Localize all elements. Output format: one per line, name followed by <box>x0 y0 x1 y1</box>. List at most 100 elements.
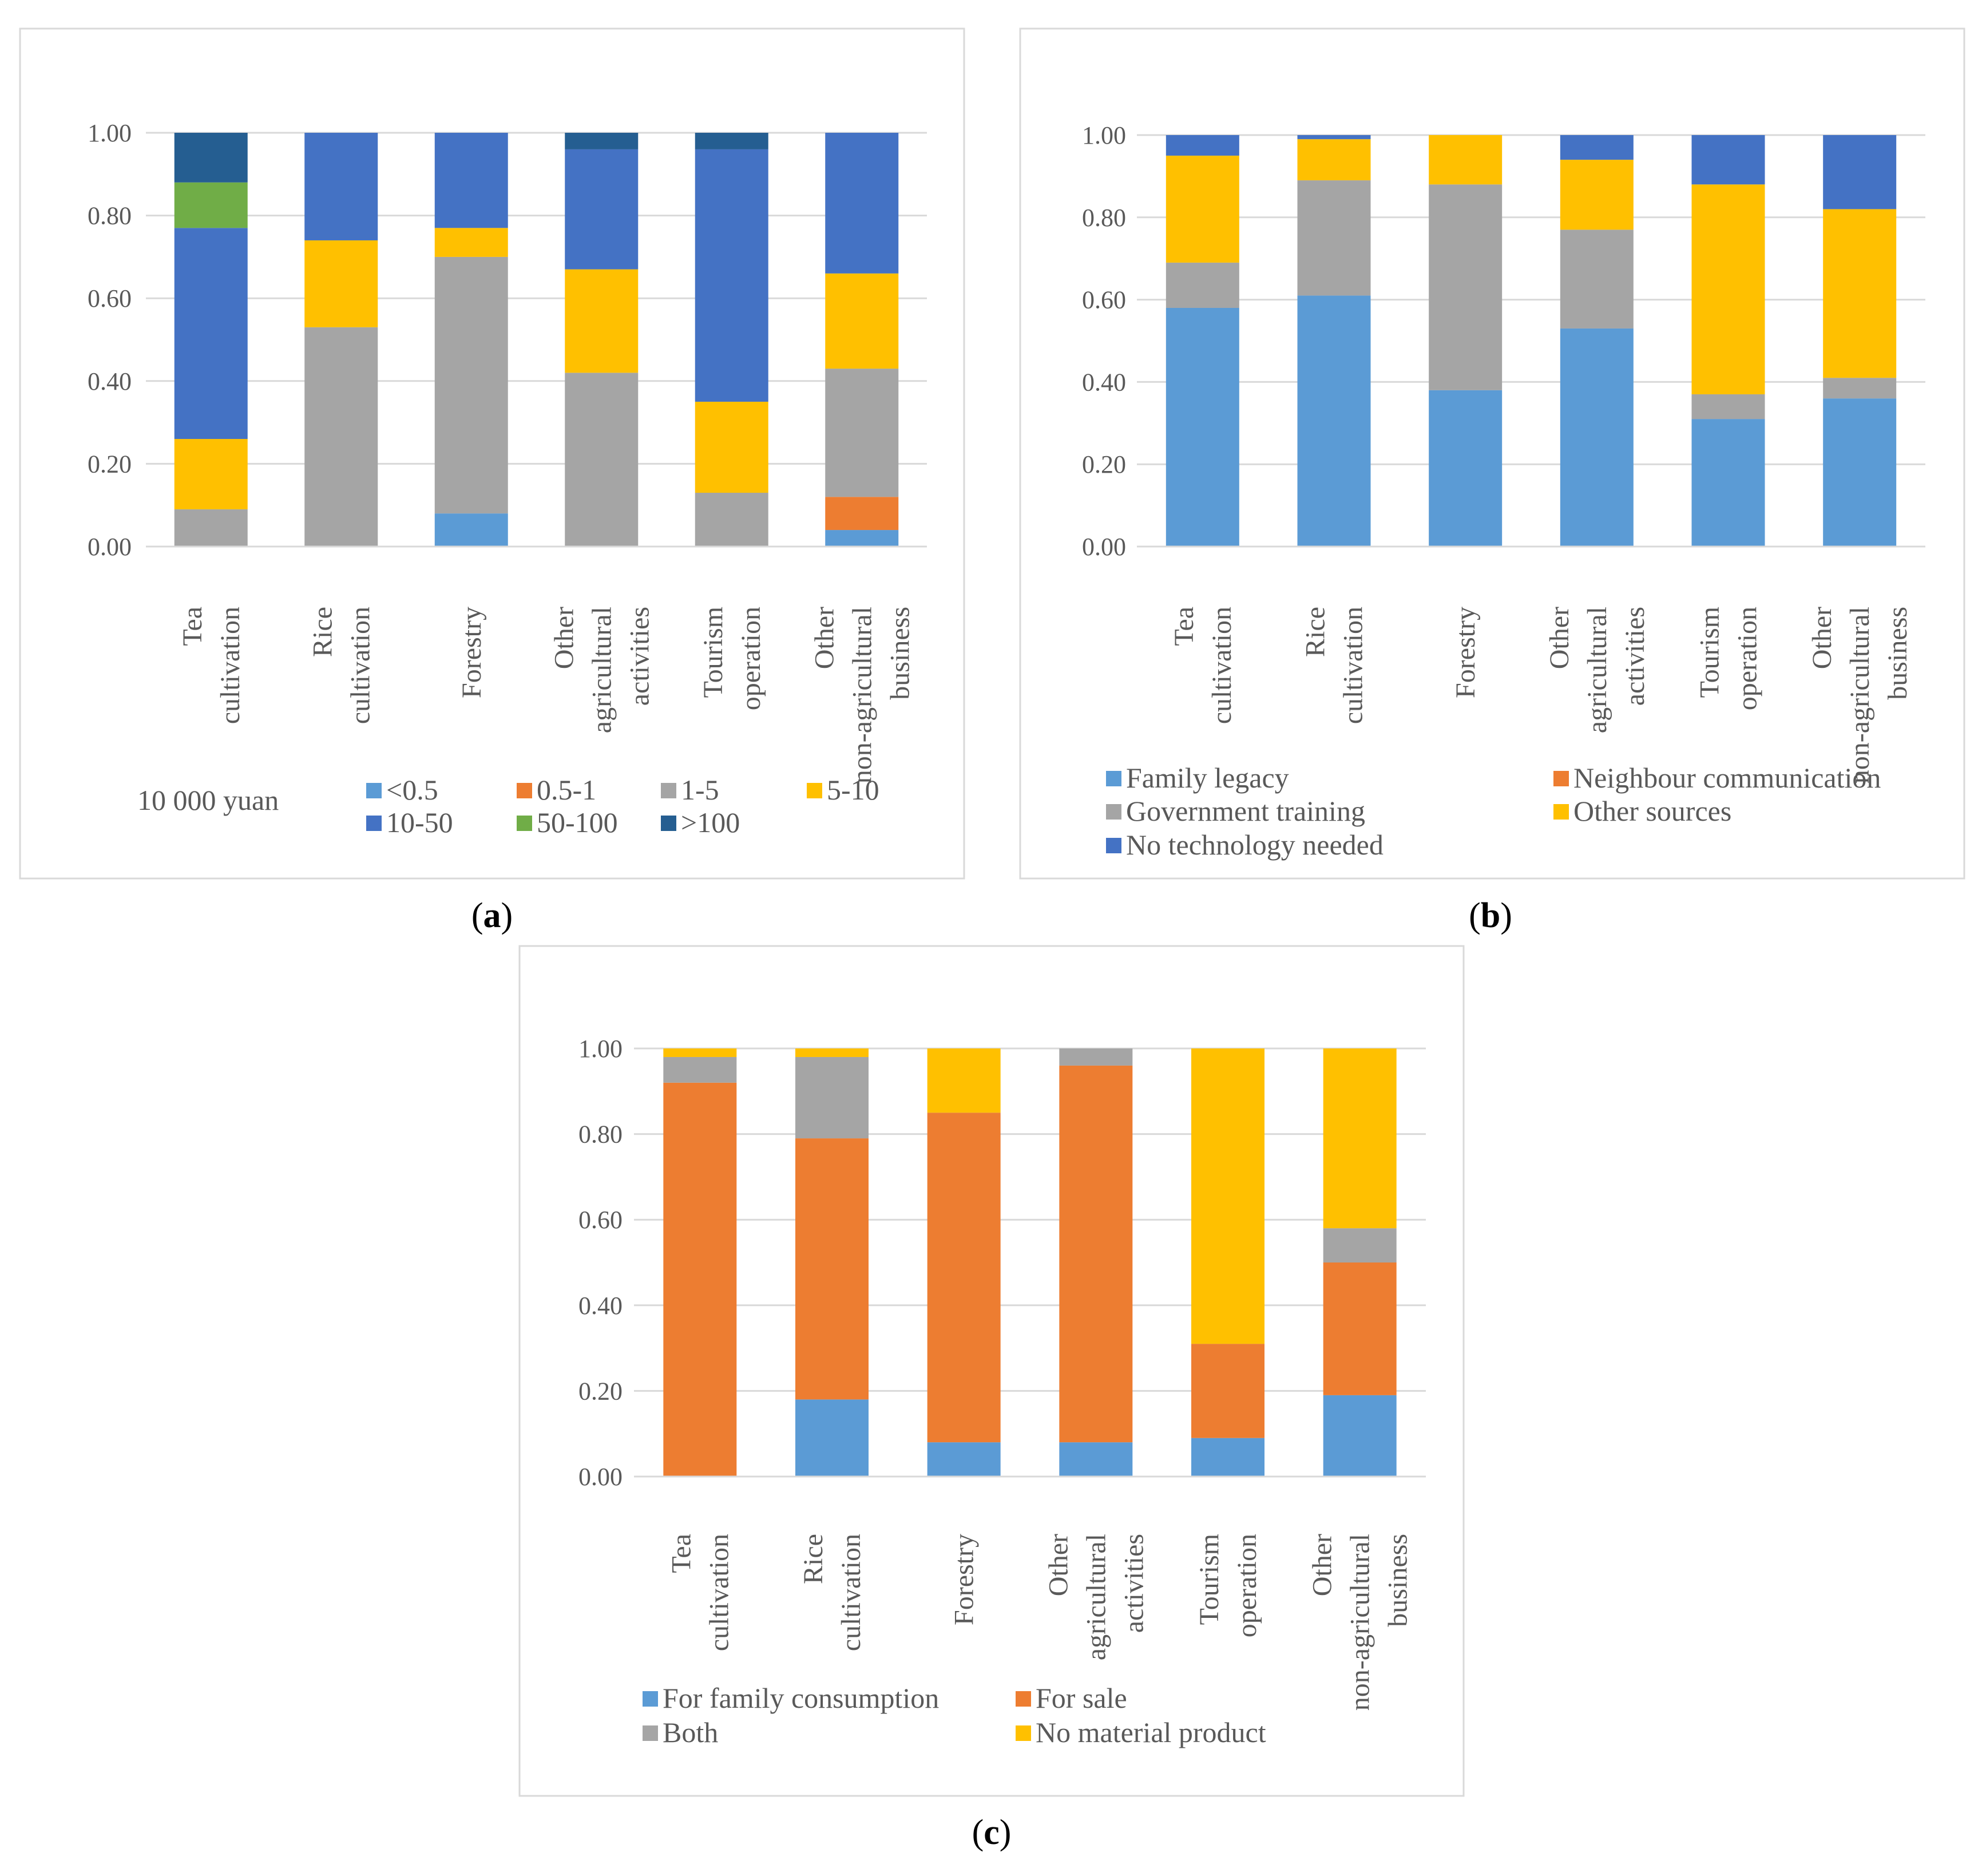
x-category-label-line: agricultural <box>1582 607 1612 733</box>
legend-label: >100 <box>681 806 740 838</box>
y-tick-label: 0.60 <box>578 1206 623 1234</box>
bar-segment-forestry <box>434 256 508 514</box>
y-tick-label: 0.80 <box>578 1121 623 1149</box>
x-category-label-line: Rice <box>307 607 338 657</box>
bar-segment-other-non-agricultural <box>1823 135 1897 209</box>
bar-segment-tea-cultivation <box>663 1082 737 1477</box>
x-category-label-line: business <box>1383 1534 1413 1627</box>
bar-segment-other-agricultural <box>1560 229 1634 329</box>
bar-segment-other-non-agricultural <box>1823 378 1897 399</box>
bar-segment-other-non-agricultural <box>1823 398 1897 547</box>
bar-segment-tourism-operation <box>1191 1048 1264 1344</box>
x-category-label-line: Forestry <box>949 1534 980 1625</box>
bar-segment-rice-cultivation <box>1297 139 1371 181</box>
legend-title: 10 000 yuan <box>137 784 279 816</box>
legend-label: Government training <box>1126 795 1365 827</box>
legend-label: <0.5 <box>386 774 438 806</box>
x-category-label-line: cultivation <box>215 607 245 724</box>
legend-label: Other sources <box>1573 795 1731 827</box>
bar-segment-forestry <box>927 1113 1001 1443</box>
x-category-label-rice-cultivation: Rice cultivation <box>798 1534 866 1651</box>
x-category-label-rice-cultivation: Rice cultivation <box>1301 607 1369 724</box>
legend-label: No material product <box>1036 1716 1266 1748</box>
bar-segment-other-non-agricultural <box>1323 1048 1397 1229</box>
x-category-label-other-agricultural: Other agricultural activities <box>1544 607 1650 733</box>
legend-label: 5-10 <box>827 774 879 806</box>
bar-segment-tourism-operation <box>1691 184 1765 394</box>
bar-segment-other-agricultural <box>1560 135 1634 160</box>
legend-swatch <box>643 1725 658 1741</box>
legend-swatch <box>1106 771 1121 786</box>
y-tick-label: 0.40 <box>88 367 132 395</box>
x-category-label-line: Tea <box>1169 607 1199 646</box>
bar-segment-tea-cultivation <box>663 1056 737 1083</box>
legend-label: For sale <box>1036 1682 1127 1714</box>
bar-segment-tea-cultivation <box>174 182 248 228</box>
legend-swatch <box>1553 771 1569 786</box>
bar-segment-tea-cultivation <box>174 439 248 509</box>
x-category-label-line: cultivation <box>1338 607 1369 724</box>
x-category-label-line: Other <box>1807 607 1837 669</box>
bar-segment-rice-cultivation <box>1297 180 1371 296</box>
bar-segment-other-non-agricultural <box>825 497 899 531</box>
legend-swatch <box>661 783 676 798</box>
x-category-label-line: non-agricultural <box>1345 1534 1375 1711</box>
x-category-label-line: Tourism <box>698 607 728 698</box>
x-category-label-other-non-agricultural: Other non-agricultural business <box>1307 1534 1413 1711</box>
x-category-label-tourism-operation: Tourism operation <box>1695 607 1763 710</box>
legend-swatch <box>1106 804 1121 820</box>
y-tick-label: 0.20 <box>578 1377 623 1405</box>
bar-segment-forestry <box>927 1442 1001 1477</box>
bar-segment-other-non-agricultural <box>1823 209 1897 378</box>
x-category-label-line: activities <box>624 607 655 706</box>
x-category-label-line: activities <box>1620 607 1650 706</box>
y-tick-label: 0.00 <box>88 533 132 561</box>
bar-segment-forestry <box>1429 135 1503 185</box>
y-tick-label: 0.20 <box>1082 450 1126 478</box>
x-category-label-line: Other <box>809 607 839 669</box>
bar-segment-rice-cultivation <box>795 1048 869 1057</box>
panel-caption: (b) <box>1469 896 1512 935</box>
bar-segment-other-non-agricultural <box>825 133 899 274</box>
bar-segment-other-agricultural <box>1059 1065 1133 1443</box>
legend-label: Neighbour communication <box>1573 762 1881 794</box>
x-category-label-other-agricultural: Other agricultural activities <box>549 607 655 733</box>
bar-segment-forestry <box>434 513 508 547</box>
bar-segment-other-agricultural <box>1560 160 1634 230</box>
bar-segment-other-agricultural <box>565 269 639 373</box>
bar-segment-other-non-agricultural <box>825 369 899 497</box>
x-category-label-line: cultivation <box>704 1534 734 1651</box>
x-category-label-line: business <box>885 607 915 700</box>
legend-label: No technology needed <box>1126 829 1384 861</box>
bar-segment-tea-cultivation <box>663 1048 737 1057</box>
x-category-label-line: cultivation <box>1207 607 1237 724</box>
bar-segment-rice-cultivation <box>1297 295 1371 547</box>
bar-segment-rice-cultivation <box>1297 135 1371 140</box>
x-category-label-tea-cultivation: Tea cultivation <box>666 1534 734 1651</box>
bar-segment-rice-cultivation <box>304 133 378 240</box>
bar-segment-forestry <box>927 1048 1001 1113</box>
x-category-label-line: non-agricultural <box>1845 607 1875 783</box>
legend-swatch <box>643 1691 658 1707</box>
bar-segment-forestry <box>1429 184 1503 390</box>
x-category-label-line: Other <box>549 607 579 669</box>
panel-caption: (a) <box>471 896 513 935</box>
bar-segment-tea-cultivation <box>174 509 248 547</box>
legend-swatch <box>1016 1691 1031 1707</box>
y-tick-label: 0.60 <box>1082 286 1126 314</box>
bar-segment-other-agricultural <box>1059 1048 1133 1066</box>
y-tick-label: 0.20 <box>88 450 132 478</box>
x-category-label-line: cultivation <box>836 1534 866 1651</box>
bar-segment-tea-cultivation <box>174 133 248 183</box>
bar-segment-other-agricultural <box>565 133 639 149</box>
x-category-label-line: non-agricultural <box>847 607 877 783</box>
x-category-label-line: agricultural <box>586 607 617 733</box>
bar-segment-other-non-agricultural <box>1323 1395 1397 1477</box>
bar-segment-other-agricultural <box>1059 1442 1133 1477</box>
x-category-label-line: Rice <box>1301 607 1331 657</box>
bar-segment-rice-cultivation <box>795 1138 869 1400</box>
bar-segment-other-non-agricultural <box>1323 1228 1397 1262</box>
x-category-label-line: operation <box>736 607 766 710</box>
